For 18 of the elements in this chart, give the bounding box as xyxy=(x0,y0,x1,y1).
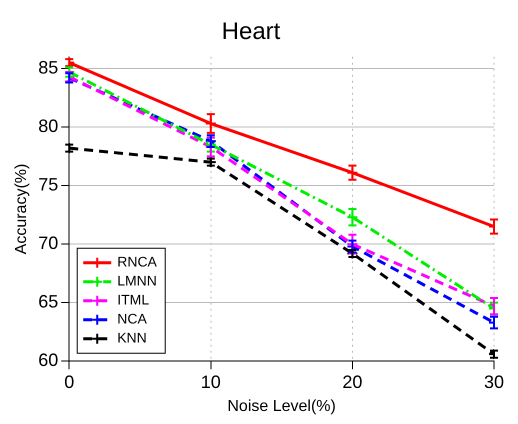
y-tick-label: 60 xyxy=(38,350,58,370)
x-tick-label: 10 xyxy=(200,372,221,392)
y-tick-label: 65 xyxy=(38,292,58,312)
legend-label: LMNN xyxy=(117,272,157,289)
y-tick-label: 85 xyxy=(38,57,58,78)
legend-label: RNCA xyxy=(117,254,158,270)
y-tick-label: 70 xyxy=(38,233,58,254)
x-tick-label: 0 xyxy=(64,372,74,392)
x-tick-label: 30 xyxy=(484,372,504,392)
legend-label: KNN xyxy=(117,330,147,346)
legend-label: ITML xyxy=(117,292,150,308)
y-axis-title: Accuracy(%) xyxy=(13,164,30,254)
x-tick-label: 20 xyxy=(342,372,362,392)
y-tick-label: 80 xyxy=(38,116,58,136)
legend-label: NCA xyxy=(117,310,148,327)
x-axis-title: Noise Level(%) xyxy=(227,398,336,415)
chart-title: Heart xyxy=(222,18,281,46)
y-tick-label: 75 xyxy=(38,174,58,195)
